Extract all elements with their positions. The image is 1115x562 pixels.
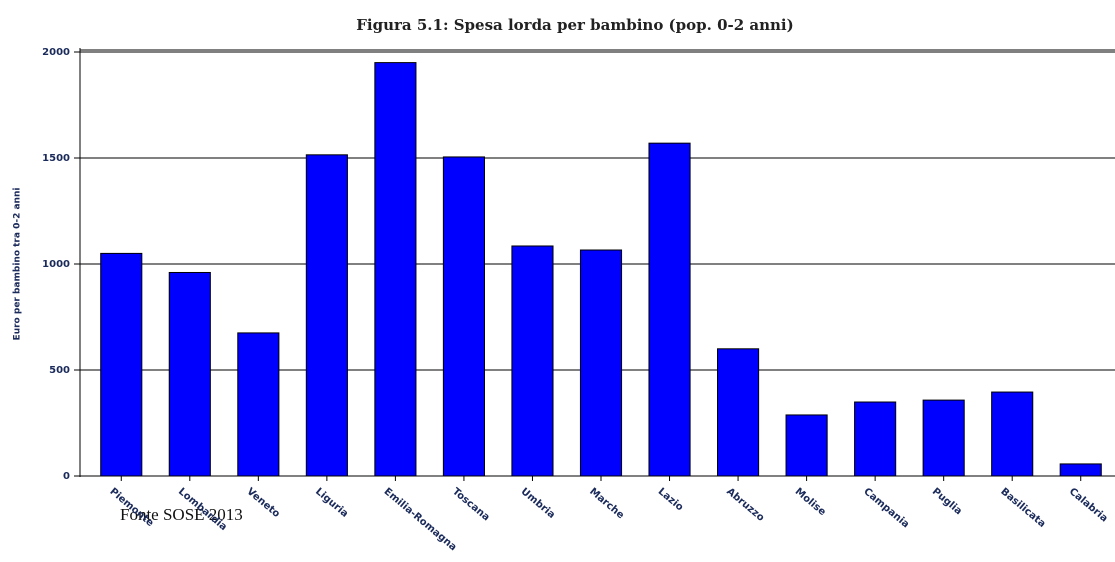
y-tick-label: 0 (63, 471, 70, 482)
bar (785, 414, 828, 477)
bar (511, 245, 554, 477)
chart-title: Figura 5.1: Spesa lorda per bambino (pop… (356, 16, 793, 34)
x-tick-label: Marche (587, 486, 626, 521)
x-tick-label: Umbria (519, 486, 557, 521)
x-tick-label: Campania (861, 486, 911, 530)
bar (374, 62, 417, 477)
bar (168, 271, 211, 477)
y-tick-label: 1500 (42, 153, 70, 164)
bar (579, 249, 623, 477)
x-tick-label: Basilicata (998, 486, 1047, 530)
y-tick-label: 500 (49, 365, 70, 376)
x-tick-label: Lazio (656, 486, 686, 513)
bar (100, 252, 143, 477)
x-tick-label: Abruzzo (724, 486, 766, 524)
x-tick-label: Veneto (244, 486, 281, 520)
x-tick-label: Calabria (1067, 486, 1110, 524)
x-tick-label: Toscana (450, 486, 491, 523)
bar (717, 348, 760, 477)
bar (442, 156, 485, 477)
y-axis-label: Euro per bambino tra 0-2 anni (13, 188, 23, 341)
y-tick-label: 1000 (42, 259, 70, 270)
bar (237, 332, 280, 477)
bar (305, 154, 348, 477)
x-tick-label: Molise (793, 486, 828, 518)
x-tick-label: Puglia (930, 486, 964, 517)
bar (648, 142, 691, 477)
source-note: Fonte SOSE 2013 (120, 505, 243, 524)
x-tick-label: Emilia-Romagna (382, 486, 459, 553)
bar (991, 391, 1034, 477)
bar (1059, 463, 1102, 477)
x-tick-label: Liguria (313, 486, 350, 520)
bar (854, 401, 897, 477)
bar (922, 399, 965, 477)
y-tick-label: 2000 (42, 47, 70, 58)
